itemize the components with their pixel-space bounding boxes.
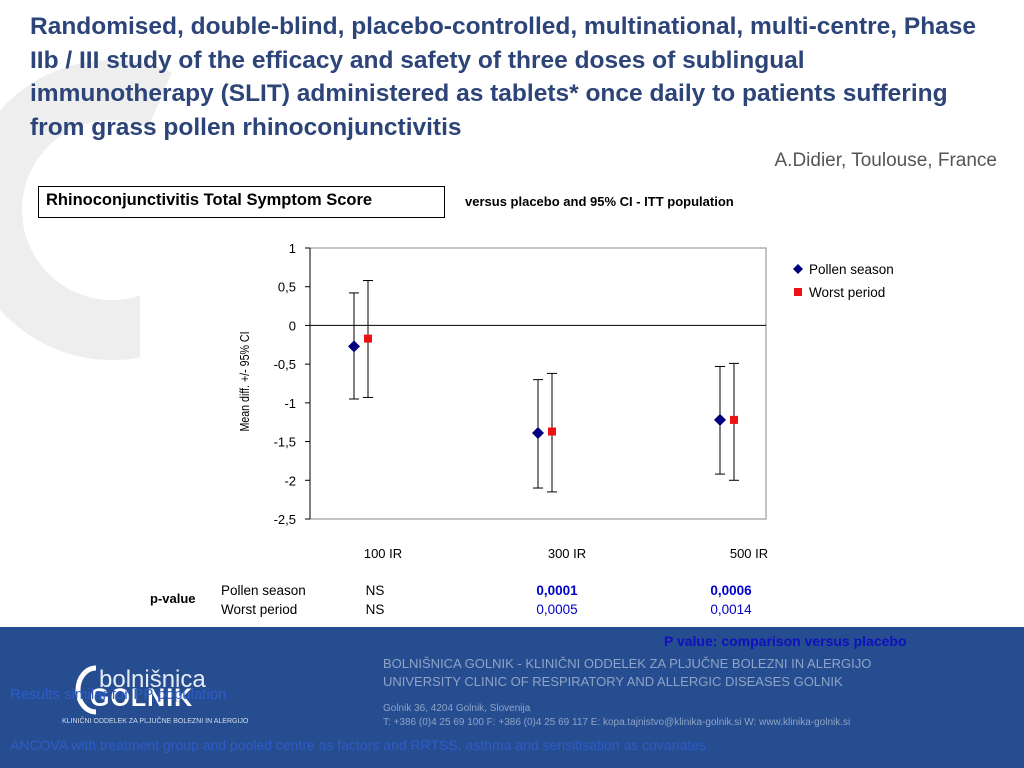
y-tick-label: -2,5 bbox=[274, 512, 296, 527]
pvalue-cell: NS bbox=[366, 583, 385, 598]
clinic-address: Golnik 36, 4204 Golnik, Slovenija bbox=[383, 703, 531, 714]
pvalue-row-label: Pollen season bbox=[221, 583, 306, 598]
data-point-pollen-season bbox=[714, 413, 726, 426]
pvalue-cell: 0,0014 bbox=[710, 602, 752, 617]
pvalue-row-label: Worst period bbox=[221, 602, 297, 617]
data-point-worst-period bbox=[730, 415, 738, 424]
pvalue-cell: 0,0006 bbox=[710, 583, 752, 598]
y-tick-label: -1,5 bbox=[274, 435, 296, 450]
background-emblem-icon bbox=[0, 60, 172, 360]
y-tick-label: -1 bbox=[284, 396, 296, 411]
clinic-name-slovene: BOLNIŠNICA GOLNIK - KLINIČNI ODDELEK ZA … bbox=[383, 656, 872, 671]
pvalue-cell: 0,0001 bbox=[536, 583, 578, 598]
chart-title: Rhinoconjunctivitis Total Symptom Score bbox=[46, 191, 373, 209]
pvalue-cell: NS bbox=[366, 602, 385, 617]
logo-wordmark-top: bolnišnica bbox=[99, 666, 206, 693]
footer-banner bbox=[0, 627, 1024, 768]
author-credit: A.Didier, Toulouse, France bbox=[774, 150, 998, 171]
y-tick-label: 0 bbox=[289, 318, 296, 333]
chart: 1 0,5 0 -0,5 -1 -1,5 -2 -2,5 Mean diff. +/- 95% … bbox=[150, 241, 894, 617]
x-tick-label: 300 IR bbox=[548, 546, 586, 561]
clinic-contact: T: +386 (0)4 25 69 100 F: +386 (0)4 25 6… bbox=[383, 717, 851, 728]
chart-subtitle: versus placebo and 95% CI - ITT populati… bbox=[465, 194, 734, 209]
y-tick-label: 0,5 bbox=[278, 280, 296, 295]
pvalue-cell: 0,0005 bbox=[536, 602, 577, 617]
legend-label: Pollen season bbox=[809, 262, 894, 277]
slide-title: Randomised, double-blind, placebo-contro… bbox=[30, 13, 977, 141]
clinic-name-english: UNIVERSITY CLINIC OF RESPIRATORY AND ALL… bbox=[383, 674, 843, 689]
footnote-pp-population: Results similar for PP population bbox=[10, 686, 227, 703]
y-tick-label: 1 bbox=[289, 241, 296, 256]
footnote-ancova: ANCOVA with treatment group and pooled c… bbox=[10, 737, 706, 753]
legend-label: Worst period bbox=[809, 285, 885, 300]
x-tick-label: 100 IR bbox=[364, 546, 402, 561]
legend-marker-square-icon bbox=[794, 288, 802, 296]
x-tick-label: 500 IR bbox=[730, 546, 768, 561]
logo-subtitle: KLINIČNI ODDELEK ZA PLJUČNE BOLEZNI IN A… bbox=[62, 718, 249, 725]
logo-wordmark: GOLNIK bbox=[90, 684, 194, 712]
golnik-logo-icon bbox=[75, 665, 97, 715]
chart-title-box bbox=[38, 186, 445, 218]
y-tick-label: -0,5 bbox=[274, 357, 296, 372]
y-axis-label: Mean diff. +/- 95% CI bbox=[237, 331, 252, 431]
data-point-worst-period bbox=[364, 334, 372, 343]
data-point-pollen-season bbox=[532, 427, 544, 440]
legend-marker-diamond-icon bbox=[793, 264, 803, 274]
data-point-worst-period bbox=[548, 427, 556, 436]
pvalue-label: p-value bbox=[150, 591, 196, 606]
y-tick-label: -2 bbox=[284, 473, 296, 488]
pvalue-note: P value: comparison versus placebo bbox=[664, 633, 907, 649]
data-point-pollen-season bbox=[348, 340, 360, 353]
